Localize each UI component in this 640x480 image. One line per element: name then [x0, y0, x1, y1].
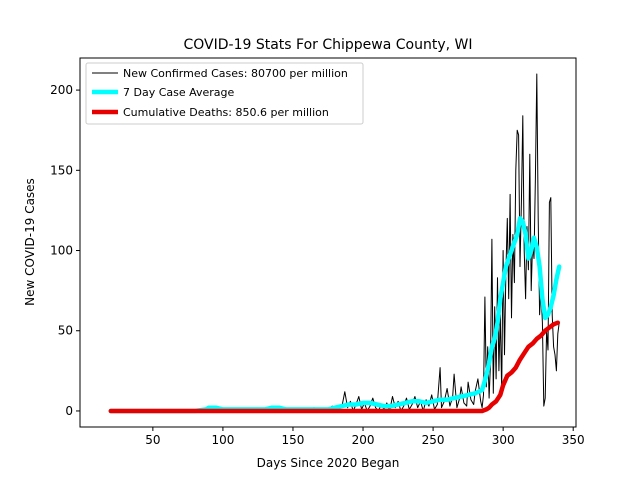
plot-area [79, 57, 577, 428]
y-tick-label: 150 [50, 163, 73, 177]
y-axis-ticks: 0 50 100 150 200 [50, 83, 80, 418]
series-line-7-day-case-average [108, 216, 562, 414]
chart-title: COVID-19 Stats For Chippewa County, WI [183, 37, 472, 53]
legend-label-cumulative-deaths: Cumulative Deaths: 850.6 per million [123, 106, 329, 119]
legend-label-7-day-average: 7 Day Case Average [123, 86, 235, 99]
legend-label-new-cases: New Confirmed Cases: 80700 per million [123, 67, 348, 80]
legend: New Confirmed Cases: 80700 per million 7… [85, 62, 364, 125]
x-tick-label: 150 [282, 433, 305, 447]
x-tick-label: 250 [422, 433, 445, 447]
y-tick-label: 50 [58, 324, 73, 338]
y-tick-label: 200 [50, 83, 73, 97]
x-tick-label: 350 [562, 433, 585, 447]
y-axis-label: New COVID-19 Cases [23, 178, 37, 306]
x-tick-label: 200 [352, 433, 375, 447]
x-tick-label: 50 [145, 433, 160, 447]
series-layer [108, 73, 562, 414]
x-axis-label: Days Since 2020 Began [257, 456, 400, 470]
y-tick-label: 0 [65, 404, 73, 418]
x-tick-label: 300 [492, 433, 515, 447]
legend-box [85, 62, 364, 125]
y-tick-label: 100 [50, 244, 73, 258]
series-line-cumulative-deaths-850-6-per-million [108, 320, 561, 414]
axes-frame [79, 57, 577, 428]
x-tick-label: 100 [211, 433, 234, 447]
x-axis-ticks: 50 100 150 200 250 300 350 [145, 427, 585, 447]
